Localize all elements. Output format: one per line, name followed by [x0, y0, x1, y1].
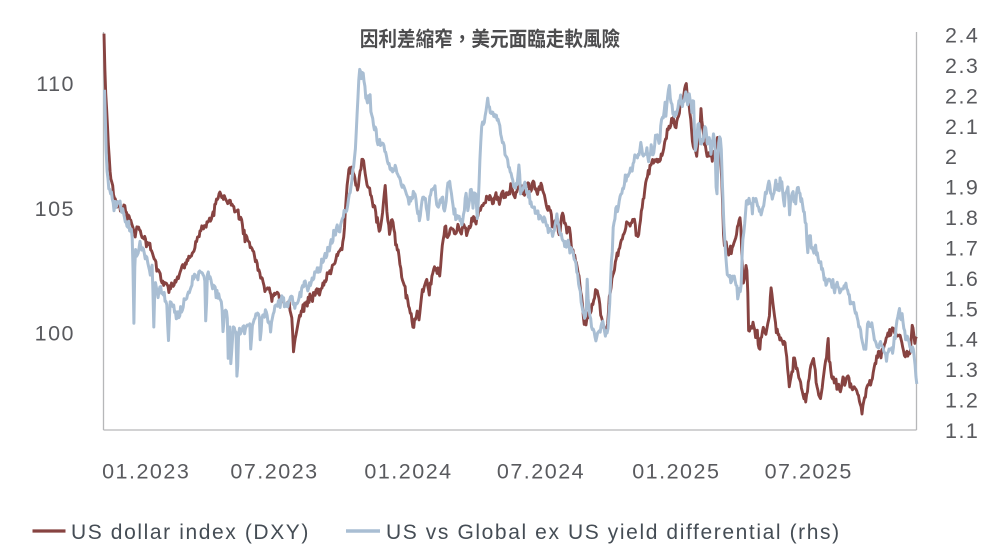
svg-text:07.2023: 07.2023 [230, 460, 318, 484]
svg-text:01.2023: 01.2023 [102, 460, 190, 484]
svg-text:1.8: 1.8 [945, 206, 979, 230]
svg-text:1.5: 1.5 [945, 297, 979, 321]
svg-text:01.2024: 01.2024 [364, 460, 452, 484]
svg-text:US dollar index (DXY): US dollar index (DXY) [71, 521, 310, 544]
svg-text:07.2024: 07.2024 [497, 460, 585, 484]
svg-text:2.3: 2.3 [945, 54, 979, 78]
svg-text:2.2: 2.2 [945, 84, 979, 108]
svg-text:1.3: 1.3 [945, 358, 979, 382]
svg-text:1.4: 1.4 [945, 328, 979, 352]
svg-text:01.2025: 01.2025 [632, 460, 720, 484]
svg-text:105: 105 [35, 197, 75, 221]
svg-text:07.2025: 07.2025 [765, 460, 853, 484]
svg-text:100: 100 [35, 322, 75, 346]
svg-text:2: 2 [945, 145, 958, 169]
svg-text:110: 110 [36, 72, 75, 96]
svg-text:1.1: 1.1 [945, 419, 979, 443]
svg-text:US vs Global ex US yield diffe: US vs Global ex US yield differential (r… [386, 521, 841, 544]
svg-text:1.7: 1.7 [945, 236, 979, 260]
svg-text:1.9: 1.9 [945, 176, 979, 200]
svg-text:2.1: 2.1 [945, 115, 979, 139]
svg-text:2.4: 2.4 [945, 24, 979, 48]
svg-text:1.2: 1.2 [945, 389, 979, 413]
svg-text:1.6: 1.6 [945, 267, 979, 291]
